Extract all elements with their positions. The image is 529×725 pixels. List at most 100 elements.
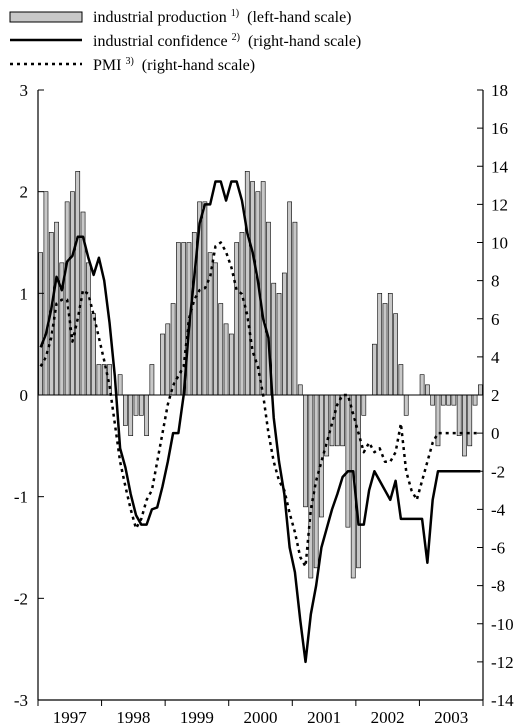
production-bar: [276, 293, 282, 396]
production-bar: [123, 394, 128, 426]
production-bar: [170, 303, 176, 396]
left-tick-label: 3: [20, 81, 29, 100]
production-bar: [54, 221, 59, 396]
right-tick-label: -12: [491, 653, 514, 672]
left-tick-label: -3: [14, 691, 28, 710]
production-bar: [472, 394, 478, 406]
production-bar: [234, 242, 240, 396]
industrial-confidence-line: [39, 180, 481, 664]
production-bar: [387, 293, 393, 396]
production-bar: [345, 394, 351, 528]
series-lines: [39, 180, 481, 664]
production-bar: [43, 191, 49, 396]
production-bar: [213, 262, 218, 396]
production-bar: [138, 394, 144, 416]
production-bar: [303, 394, 308, 508]
right-tick-label: 0: [491, 424, 500, 443]
x-tick-label: 1999: [180, 708, 214, 725]
production-bar: [477, 384, 483, 396]
production-bar: [393, 313, 398, 396]
left-tick-label: -1: [14, 488, 28, 507]
production-bar: [403, 394, 409, 416]
production-bar: [281, 272, 287, 396]
production-bar: [334, 394, 340, 447]
production-bar: [218, 303, 224, 396]
production-bar: [297, 384, 303, 396]
pmi-line: [39, 241, 481, 568]
production-bar: [85, 262, 91, 396]
legend-item-industrial-confidence: industrial confidence 2) (right-hand sca…: [10, 32, 361, 50]
right-tick-label: 12: [491, 195, 508, 214]
production-bar: [430, 394, 436, 406]
production-bar: [398, 364, 404, 396]
right-tick-label: -10: [491, 615, 514, 634]
production-bar: [38, 252, 43, 396]
x-tick-label: 1997: [53, 708, 88, 725]
right-tick-label: 2: [491, 386, 500, 405]
production-bar: [382, 303, 388, 396]
production-bar: [361, 394, 367, 416]
production-bar: [244, 171, 250, 396]
x-tick-label: 2001: [307, 708, 341, 725]
production-bar: [372, 343, 377, 396]
right-tick-label: 8: [491, 272, 500, 291]
legend-item-pmi: PMI 3) (right-hand scale): [10, 51, 255, 74]
right-tick-label: -8: [491, 577, 505, 596]
x-tick-label: 2003: [434, 708, 468, 725]
production-bar: [128, 394, 134, 436]
production-bar: [377, 293, 383, 396]
right-tick-label: 4: [491, 348, 500, 367]
right-tick-label: 6: [491, 310, 500, 329]
production-bar: [356, 394, 361, 569]
right-tick-label: 14: [491, 157, 509, 176]
production-bar: [462, 394, 467, 457]
production-bar: [96, 364, 102, 396]
production-bar: [308, 394, 314, 579]
production-bar: [64, 201, 70, 396]
legend-label-industrial-production: industrial production 1) (left-hand scal…: [93, 3, 352, 26]
production-bar: [292, 221, 298, 396]
production-bar: [467, 394, 473, 447]
legend-item-industrial-production: industrial production 1) (left-hand scal…: [9, 3, 352, 26]
production-bar: [144, 394, 149, 436]
right-tick-label: -2: [491, 462, 505, 481]
production-bar: [319, 394, 324, 518]
right-tick-label: 10: [491, 234, 508, 253]
production-bar: [260, 181, 266, 396]
legend-bar-swatch: [9, 11, 83, 23]
production-bar: [419, 374, 425, 396]
production-bar: [340, 394, 345, 447]
production-bar: [223, 323, 229, 396]
x-tick-label: 2000: [244, 708, 278, 725]
right-tick-label: 18: [491, 81, 508, 100]
right-tick-label: -6: [491, 539, 505, 558]
production-bar: [329, 394, 335, 447]
legend-label-pmi: PMI 3) (right-hand scale): [93, 51, 255, 74]
production-bar: [287, 201, 292, 396]
production-bar: [440, 394, 446, 406]
production-bar: [446, 394, 451, 406]
left-tick-label: 2: [20, 183, 29, 202]
x-axis-ticks: 1997 1998 1999 2000 2001 2002 2003: [37, 700, 484, 725]
legend: industrial production 1) (left-hand scal…: [9, 3, 361, 74]
production-bar: [250, 181, 255, 396]
left-tick-label: 1: [20, 284, 29, 303]
production-bar: [239, 232, 245, 396]
production-bar: [456, 394, 462, 436]
x-tick-label: 1998: [116, 708, 150, 725]
production-bar: [70, 191, 75, 396]
production-bar: [117, 374, 123, 396]
production-bar: [149, 364, 155, 396]
production-bar: [75, 171, 81, 396]
production-bar: [425, 384, 430, 396]
left-tick-label: 0: [20, 386, 29, 405]
right-tick-label: 16: [491, 119, 508, 138]
x-tick-label: 2002: [371, 708, 405, 725]
production-bar: [101, 364, 107, 396]
right-tick-label: -4: [491, 500, 506, 519]
production-bar: [165, 323, 171, 396]
production-bar: [133, 394, 139, 416]
right-axis-ticks: 18 16 14 12 10 8 6 4 2 0 -2 -4 -6 -8 -10 -12 -14: [477, 81, 514, 710]
production-bar: [202, 201, 208, 396]
